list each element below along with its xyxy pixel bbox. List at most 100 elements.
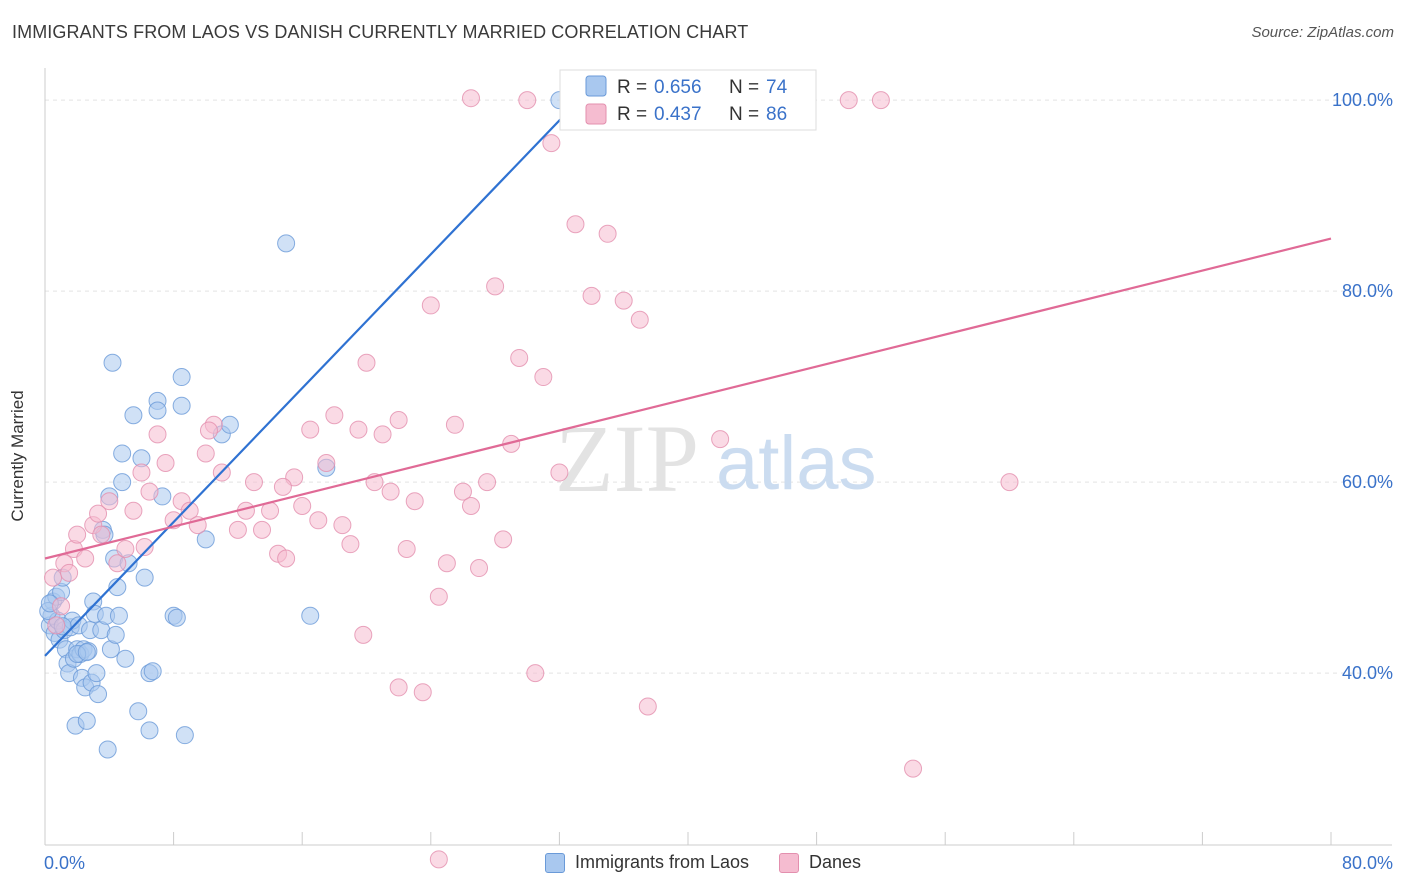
- danes-point-13: [124, 501, 143, 520]
- stat-r-label-pink: R =: [617, 104, 647, 125]
- danes-point-67: [582, 286, 601, 305]
- laos-point-71: [77, 643, 96, 662]
- danes-point-20: [180, 501, 199, 520]
- laos-point-23: [77, 711, 96, 730]
- danes-point-55: [470, 559, 489, 578]
- danes-point-61: [518, 91, 537, 110]
- legend-swatch-danes: [779, 852, 800, 873]
- laos-point-65: [301, 606, 320, 625]
- danes-point-60: [510, 348, 529, 367]
- stat-n-label-blue: N =: [729, 77, 759, 98]
- stat-n-value-pink: 86: [766, 104, 787, 125]
- laos-point-64: [277, 234, 296, 253]
- danes-point-64: [542, 134, 561, 153]
- danes-point-53: [453, 482, 472, 501]
- danes-point-36: [317, 454, 336, 472]
- y-tick-label-2: 80.0%: [1342, 281, 1393, 301]
- danes-point-4: [60, 563, 79, 582]
- legend-item-immigrants-from-laos[interactable]: Immigrants from Laos: [544, 852, 749, 873]
- danes-point-28: [253, 520, 272, 539]
- laos-point-41: [108, 578, 127, 597]
- watermark: ZIP atlas: [555, 405, 877, 512]
- stat-r-value-blue: 0.656: [654, 77, 702, 98]
- danes-point-37: [325, 406, 344, 425]
- danes-point-51: [437, 554, 456, 573]
- laos-point-40: [106, 625, 125, 644]
- danes-point-16: [148, 425, 167, 444]
- danes-point-27: [244, 473, 263, 492]
- danes-point-52: [445, 415, 464, 434]
- danes-point-74: [839, 91, 858, 110]
- laos-point-51: [140, 721, 159, 740]
- laos-point-59: [172, 396, 191, 415]
- legend-item-danes[interactable]: Danes: [779, 852, 861, 873]
- danes-point-14: [132, 463, 151, 482]
- danes-point-65: [550, 463, 569, 482]
- danes-point-11: [108, 554, 127, 573]
- laos-point-38: [103, 353, 122, 372]
- danes-point-82: [461, 89, 480, 108]
- laos-point-48: [129, 702, 148, 721]
- danes-point-50: [429, 587, 448, 606]
- danes-point-39: [341, 535, 360, 554]
- danes-point-7: [76, 549, 95, 568]
- trend-lines: [44, 94, 1332, 657]
- laos-point-58: [172, 368, 191, 387]
- danes-point-10: [100, 492, 119, 511]
- y-tick-label-3: 100.0%: [1332, 90, 1393, 110]
- laos-point-54: [148, 401, 167, 420]
- stat-n-label-pink: N =: [729, 104, 759, 125]
- danes-point-69: [614, 291, 633, 310]
- laos-point-42: [109, 606, 128, 625]
- watermark-zip: ZIP: [555, 405, 699, 512]
- watermark-atlas: atlas: [716, 421, 877, 506]
- laos-point-30: [89, 685, 108, 704]
- x-tick-label-0: 0.0%: [44, 853, 85, 873]
- danes-point-1: [47, 616, 66, 635]
- stat-n-value-blue: 74: [766, 77, 788, 98]
- danes-point-45: [389, 411, 408, 430]
- danes-point-6: [68, 525, 87, 544]
- laos-point-50: [135, 568, 154, 587]
- danes-point-79: [354, 625, 373, 644]
- danes-point-68: [598, 224, 617, 243]
- danes-point-0: [44, 568, 63, 587]
- axes: [44, 68, 1392, 846]
- danes-point-78: [199, 421, 218, 440]
- danes-point-70: [630, 310, 649, 329]
- danes-point-47: [405, 492, 424, 511]
- danes-point-81: [429, 850, 448, 869]
- danes-point-22: [196, 444, 215, 463]
- laos-point-47: [124, 406, 143, 425]
- danes-point-43: [373, 425, 392, 444]
- series-danes: [44, 89, 1019, 869]
- danes-point-84: [89, 504, 108, 523]
- danes-point-57: [486, 277, 505, 296]
- gridlines: [45, 99, 1392, 674]
- danes-point-85: [135, 538, 154, 557]
- danes-point-9: [92, 525, 111, 544]
- danes-point-75: [871, 91, 890, 110]
- laos-point-60: [175, 726, 194, 745]
- legend-swatch-pink: [585, 103, 607, 125]
- danes-point-54: [461, 496, 480, 515]
- danes-point-56: [478, 473, 497, 492]
- danes-point-80: [389, 678, 408, 697]
- x-tick-label-1: 80.0%: [1342, 853, 1393, 873]
- danes-point-35: [309, 511, 328, 530]
- danes-point-12: [116, 539, 135, 558]
- legend-swatch-immigrants-from-laos: [544, 852, 565, 873]
- series-legend: Immigrants from Laos Danes: [0, 852, 1406, 873]
- danes-point-44: [381, 482, 400, 501]
- danes-point-71: [638, 697, 657, 716]
- trend-line-danes: [44, 237, 1332, 560]
- stat-r-value-pink: 0.437: [654, 104, 702, 125]
- danes-point-41: [357, 353, 376, 372]
- danes-point-48: [413, 683, 432, 702]
- laos-point-72: [143, 662, 162, 681]
- legend-label-danes: Danes: [809, 852, 862, 872]
- danes-point-38: [333, 516, 352, 535]
- source-credit: Source: ZipAtlas.com: [1251, 24, 1394, 41]
- danes-point-62: [526, 664, 545, 683]
